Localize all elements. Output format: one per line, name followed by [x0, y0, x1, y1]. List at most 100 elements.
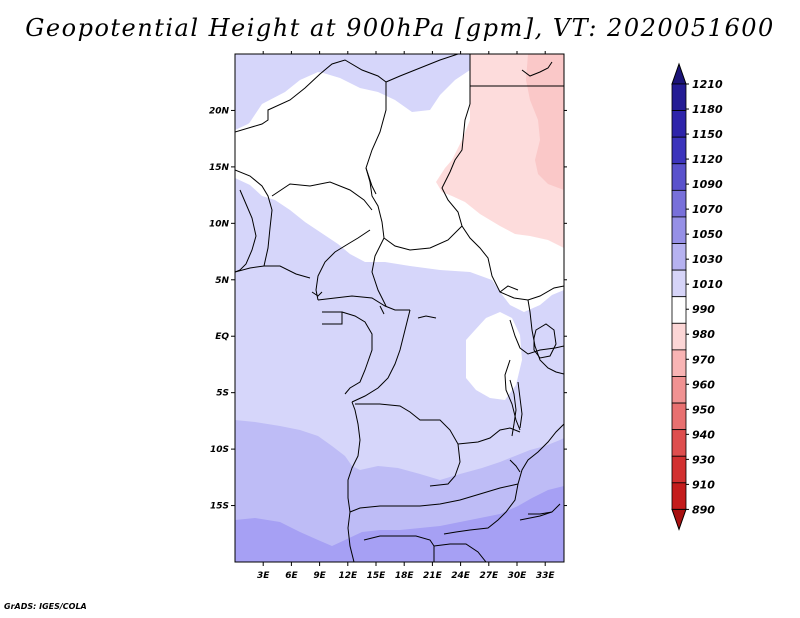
- border-line: [504, 359, 521, 431]
- border-line: [385, 54, 459, 83]
- colorbar-label: 1010: [692, 278, 723, 291]
- border-line: [383, 225, 463, 251]
- border-line: [457, 427, 521, 445]
- country-borders: [235, 54, 564, 562]
- field-970-band: [526, 54, 564, 190]
- border-line: [499, 285, 519, 293]
- border-line: [349, 483, 519, 513]
- colorbar: 1210 1180 1150 1120 1090 1070 1050 1030 1010 990 9…: [671, 62, 723, 531]
- lake-outline: [528, 511, 553, 515]
- border-line: [315, 229, 371, 301]
- lake-outline: [509, 379, 517, 437]
- border-line: [235, 189, 257, 273]
- field-1070-band: [235, 486, 564, 562]
- border-line: [235, 169, 273, 267]
- border-line: [317, 295, 410, 311]
- colorbar-top-arrow: [671, 62, 687, 85]
- lat-label: EQ: [215, 332, 229, 342]
- lat-label: 15S: [210, 502, 229, 512]
- colorbar-label: 1150: [692, 128, 723, 141]
- colorbar-label: 940: [692, 428, 715, 441]
- colorbar-label: 910: [692, 478, 715, 491]
- field-1030-north: [235, 54, 470, 130]
- lake-outline: [521, 61, 553, 77]
- colorbar-label: 960: [692, 378, 715, 391]
- map-frame: [234, 53, 565, 563]
- colorbar-segment: [671, 482, 687, 510]
- grads-credit: GrADS: IGES/COLA: [4, 602, 87, 611]
- border-line: [355, 403, 461, 487]
- lat-label: 5N: [215, 276, 229, 286]
- field-white-east: [466, 312, 522, 400]
- colorbar-segment: [671, 296, 687, 324]
- colorbar-label: 890: [692, 503, 715, 516]
- colorbar-segment: [671, 189, 687, 218]
- colorbar-segment: [671, 110, 687, 138]
- colorbar-segment: [671, 83, 687, 111]
- border-line: [519, 503, 561, 521]
- border-line: [443, 483, 519, 535]
- colorbar-label: 990: [692, 303, 715, 316]
- border-line: [347, 511, 355, 562]
- colorbar-label: 1090: [692, 178, 723, 191]
- lon-label: 9E: [313, 571, 326, 581]
- colorbar-segment: [671, 163, 687, 191]
- lake-outline: [509, 459, 521, 473]
- border-line: [264, 265, 311, 279]
- lake-outline: [517, 381, 523, 429]
- colorbar-label: 930: [692, 453, 715, 466]
- colorbar-label: 1180: [692, 103, 723, 116]
- lat-label: 20N: [209, 106, 230, 116]
- colorbar-label: 1030: [692, 253, 723, 266]
- colorbar-segment: [671, 455, 687, 484]
- colorbar-label: 1070: [692, 203, 723, 216]
- lon-label: 18E: [395, 571, 415, 581]
- colorbar-segment: [671, 136, 687, 165]
- lake-outline: [379, 305, 385, 315]
- lon-label: 21E: [423, 571, 443, 581]
- colorbar-label: 1210: [692, 78, 723, 91]
- colorbar-segment: [671, 429, 687, 457]
- border-line: [271, 181, 373, 211]
- border-line: [351, 309, 411, 403]
- field-white-north: [240, 72, 470, 262]
- coast-outline: [365, 167, 377, 195]
- lake-outline: [417, 315, 437, 319]
- colorbar-bottom-arrow: [671, 508, 687, 531]
- colorbar-label: 980: [692, 328, 715, 341]
- field-1030-north-west: [235, 54, 270, 108]
- lake-outline: [311, 291, 323, 297]
- border-line: [433, 543, 487, 562]
- colorbar-label: 1120: [692, 153, 723, 166]
- lon-label: 24E: [451, 571, 471, 581]
- border-line: [371, 237, 387, 307]
- lon-label: 12E: [338, 571, 358, 581]
- colorbar-segment: [671, 402, 687, 431]
- border-line: [347, 401, 361, 513]
- colorbar-segment: [671, 269, 687, 298]
- colorbar-segment: [671, 376, 687, 404]
- border-line: [509, 319, 564, 355]
- lake-outline: [533, 323, 557, 359]
- colorbar-segment: [671, 243, 687, 271]
- chart-title: Geopotential Height at 900hPa [gpm], VT:…: [25, 14, 775, 42]
- height-field: [235, 54, 564, 562]
- colorbar-segment: [671, 349, 687, 377]
- lon-label: 6E: [285, 571, 298, 581]
- lon-label: 15E: [367, 571, 387, 581]
- colorbar-label: 1050: [692, 228, 723, 241]
- colorbar-label: 950: [692, 403, 715, 416]
- coast-outline: [235, 265, 265, 273]
- border-line: [341, 311, 373, 395]
- border-line: [517, 423, 564, 485]
- lon-label: 27E: [479, 571, 499, 581]
- lat-label: 15N: [209, 163, 230, 173]
- border-line: [322, 311, 343, 325]
- lat-label: 10N: [209, 219, 230, 229]
- colorbar-segment: [671, 216, 687, 244]
- colorbar-segment: [671, 322, 687, 351]
- lat-label: 5S: [216, 389, 229, 399]
- colorbar-label: 970: [692, 353, 715, 366]
- lon-label: 33E: [536, 571, 556, 581]
